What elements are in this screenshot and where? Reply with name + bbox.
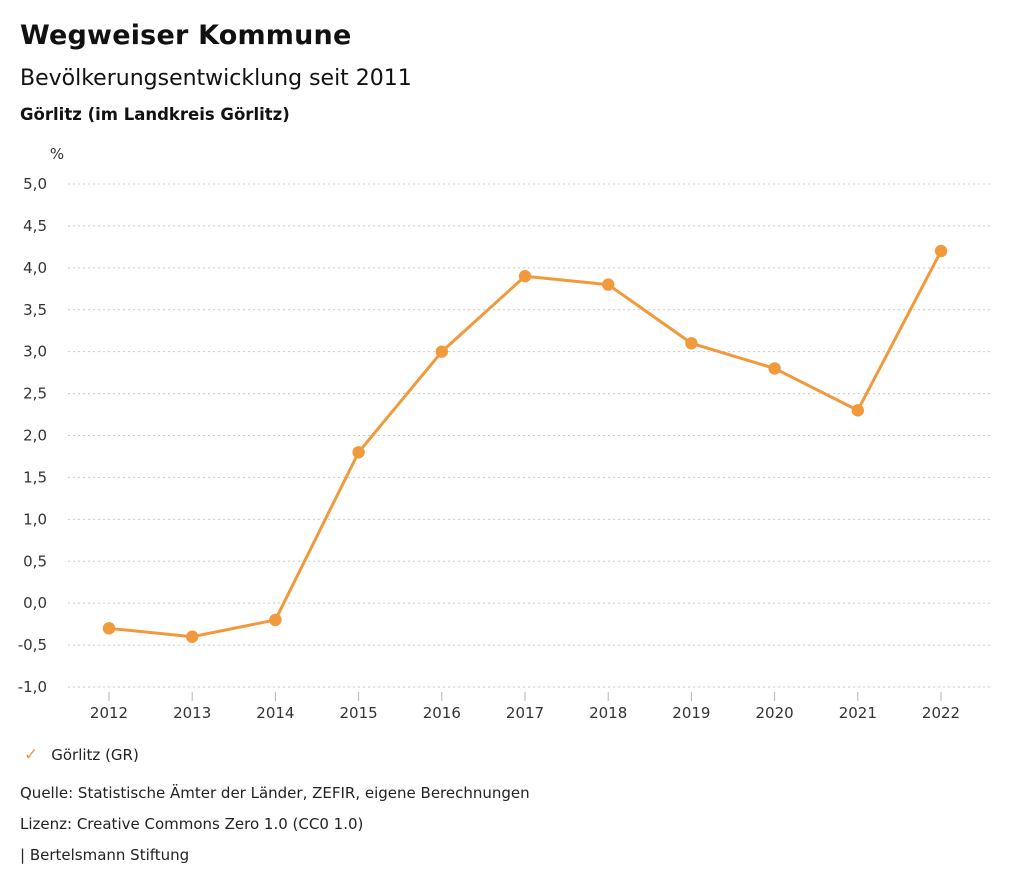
y-tick-label: 3,5 [23,301,47,319]
page-title: Wegweiser Kommune [20,20,352,51]
x-tick-label: 2017 [506,704,544,722]
x-tick-label: 2020 [756,704,794,722]
x-tick-label: 2013 [173,704,211,722]
y-tick-label: 5,0 [23,175,47,193]
data-point[interactable] [685,337,698,350]
check-icon: ✓ [24,744,39,765]
series-line [107,249,943,639]
brand-note: | Bertelsmann Stiftung [20,846,190,864]
region-subtitle: Görlitz (im Landkreis Görlitz) [20,105,290,124]
source-note: Quelle: Statistische Ämter der Länder, Z… [20,784,530,802]
x-tick-label: 2022 [922,704,960,722]
y-tick-label: 0,0 [23,594,47,612]
legend-label: Görlitz (GR) [51,746,139,764]
data-point[interactable] [269,613,282,627]
x-tick-label: 2014 [256,704,294,722]
x-tick-label: 2019 [672,704,710,722]
chart-canvas: %5,0 4,5 4,0 3,5 3,0 2,5 2,0 1,5 1,0 0,5 0,0 -0,5 -1… [18,145,990,722]
chart-title: Bevölkerungsentwicklung seit 2011 [20,66,412,91]
license-note: Lizenz: Creative Commons Zero 1.0 (CC0 1… [20,815,364,833]
data-point[interactable] [186,630,199,643]
data-point[interactable] [768,362,781,375]
y-tick-label: 4,5 [23,217,47,235]
chart-legend: ✓ Görlitz (GR) [24,744,139,766]
data-point[interactable] [518,270,532,283]
y-tick-label: 3,0 [23,343,47,361]
y-tick-label: 1,5 [23,468,47,486]
data-point[interactable] [602,278,615,291]
data-point[interactable] [435,345,448,358]
data-point[interactable] [352,446,365,459]
data-point[interactable] [851,404,864,417]
population-line-chart: % 5,0 4,5 4,0 3,5 3,0 2,5 2,0 1,5 1,0 0,5 0,0 -0,5 -1… [18,145,990,722]
data-point[interactable] [934,244,948,258]
legend-item-goerlitz[interactable]: ✓ Görlitz (GR) [24,746,139,764]
y-tick-label: 1,0 [23,510,47,528]
y-tick-label: 0,5 [23,552,47,570]
x-tick-label: 2015 [340,704,378,722]
y-tick-label: -0,5 [18,636,47,654]
y-tick-label: 2,0 [23,427,47,445]
y-axis-unit-label: % [50,145,64,163]
y-tick-label: 2,5 [23,385,47,403]
x-tick-label: 2012 [90,704,128,722]
x-tick-label: 2018 [589,704,627,722]
y-tick-label: 4,0 [23,259,47,277]
x-tick-label: 2016 [423,704,461,722]
y-tick-label: -1,0 [18,678,47,696]
data-point[interactable] [102,622,116,635]
x-tick-label: 2021 [839,704,877,722]
